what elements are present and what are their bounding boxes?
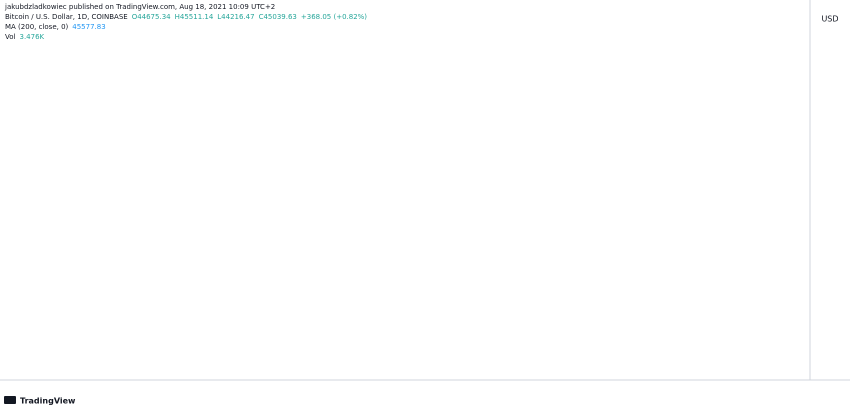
ma-name: MA (200, close, 0) <box>5 23 69 31</box>
close: C45039.63 <box>258 13 297 21</box>
vol-row: Vol 3.476K <box>5 32 367 42</box>
brand-logo <box>4 396 16 404</box>
open: O44675.34 <box>131 13 171 21</box>
brand: TradingView <box>20 397 76 406</box>
symbol: Bitcoin / U.S. Dollar, 1D, COINBASE <box>5 13 128 21</box>
ma-value: 45577.83 <box>72 23 106 31</box>
author-row: jakubdzladkowiec published on TradingVie… <box>5 2 367 12</box>
author: jakubdzladkowiec published on TradingVie… <box>5 3 276 11</box>
legend-header: jakubdzladkowiec published on TradingVie… <box>5 2 367 42</box>
currency: USD <box>821 15 838 24</box>
ma-row: MA (200, close, 0) 45577.83 <box>5 22 367 32</box>
vol-value: 3.476K <box>19 33 45 41</box>
low: L44216.47 <box>217 13 255 21</box>
vol-name: Vol <box>5 33 16 41</box>
symbol-row: Bitcoin / U.S. Dollar, 1D, COINBASE O446… <box>5 12 367 22</box>
high: H45511.14 <box>174 13 214 21</box>
change: +368.05 (+0.82%) <box>300 13 368 21</box>
